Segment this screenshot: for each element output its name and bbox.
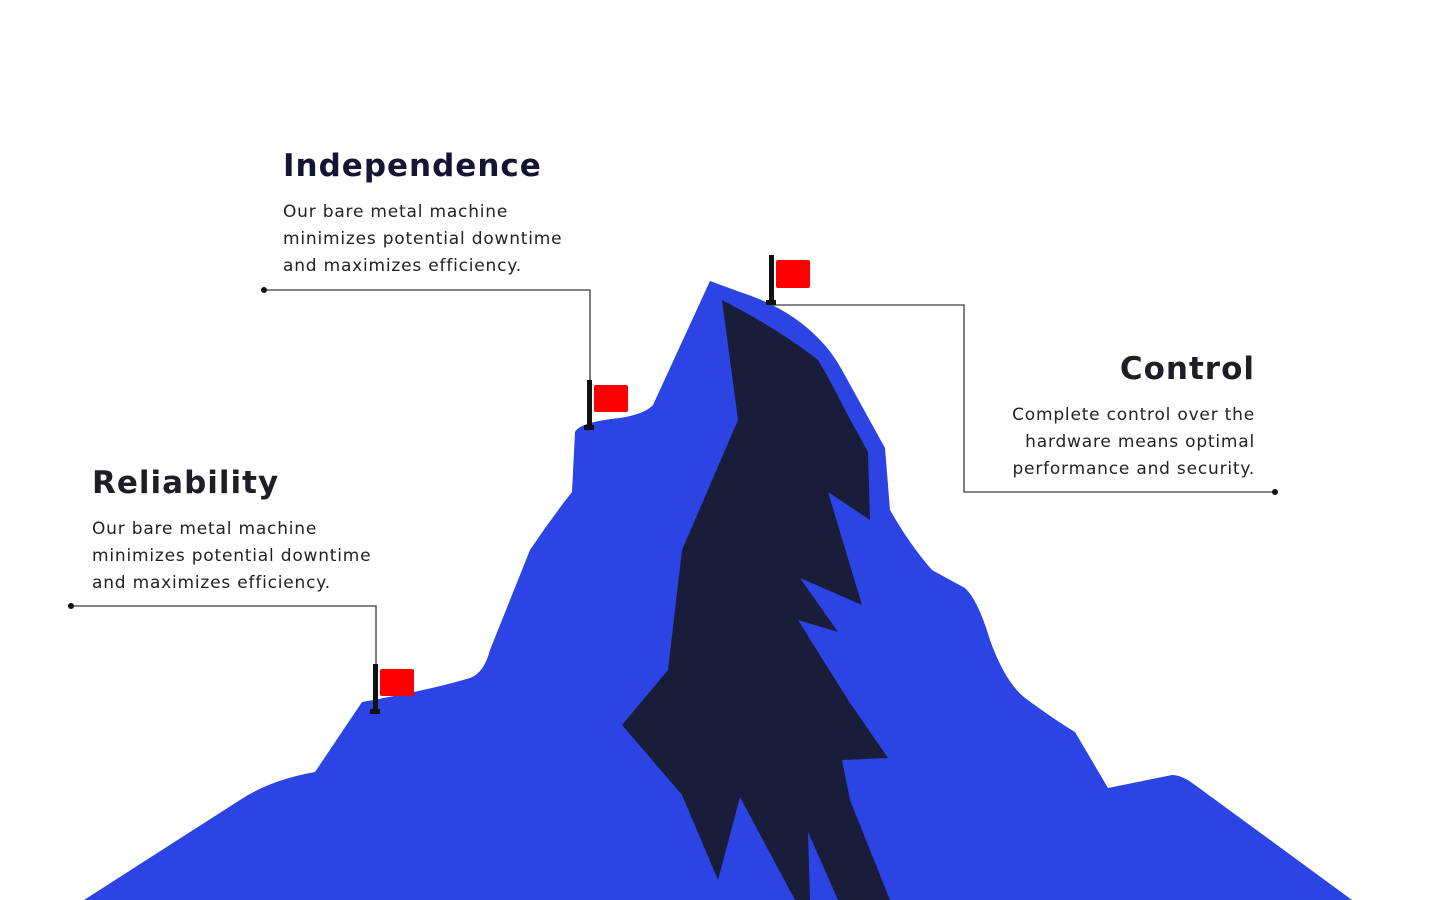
description-line: and maximizes efficiency. bbox=[283, 256, 522, 277]
leader-dots bbox=[68, 287, 1278, 609]
leader-line-reliability bbox=[71, 605, 377, 668]
leader-lines bbox=[71, 289, 1275, 668]
flag-icon bbox=[370, 664, 414, 714]
description-line: Our bare metal machine bbox=[283, 202, 509, 223]
description-line: performance and security. bbox=[1012, 459, 1255, 480]
callout-description: Complete control over the hardware means… bbox=[1012, 402, 1255, 483]
leader-dot-control bbox=[1272, 489, 1278, 495]
description-line: Our bare metal machine bbox=[92, 519, 318, 540]
callout-description: Our bare metal machine minimizes potenti… bbox=[283, 199, 562, 280]
callout-title: Reliability bbox=[92, 465, 280, 501]
leader-line-independence bbox=[264, 289, 591, 385]
description-line: Complete control over the bbox=[1012, 405, 1255, 426]
description-line: minimizes potential downtime bbox=[283, 229, 563, 250]
mountain-shadow bbox=[622, 300, 890, 900]
callout-title: Control bbox=[1119, 351, 1255, 387]
leader-dot-reliability bbox=[68, 603, 74, 609]
leader-dot-independence bbox=[261, 287, 267, 293]
callout-description: Our bare metal machine minimizes potenti… bbox=[92, 516, 371, 597]
description-line: minimizes potential downtime bbox=[92, 546, 372, 567]
description-line: and maximizes efficiency. bbox=[92, 573, 331, 594]
callout-title: Independence bbox=[283, 148, 542, 184]
leader-line-control bbox=[772, 304, 1275, 493]
flag-icon bbox=[584, 380, 628, 430]
description-line: hardware means optimal bbox=[1025, 432, 1255, 453]
callout-independence: Independence Our bare metal machine mini… bbox=[283, 148, 562, 280]
callout-control: Control Complete control over the hardwa… bbox=[1012, 351, 1255, 483]
flag-icon bbox=[766, 255, 810, 305]
callout-reliability: Reliability Our bare metal machine minim… bbox=[92, 465, 371, 597]
